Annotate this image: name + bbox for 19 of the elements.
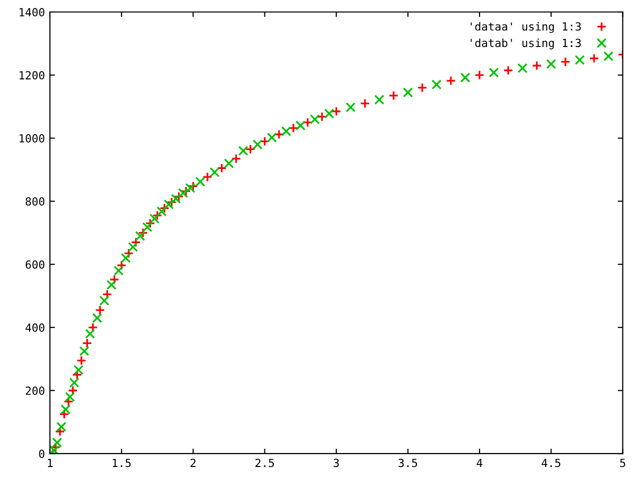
- x-tick-label: 4: [476, 458, 482, 467]
- legend-label: 'datab' using 1:3: [470, 38, 581, 50]
- x-tick-label: 4.5: [542, 458, 560, 468]
- y-tick-label: 600: [26, 260, 44, 269]
- y-tick-label: 1400: [20, 8, 44, 16]
- x-tick-label: 2.5: [256, 458, 274, 468]
- x-tick-label: 3.5: [398, 458, 418, 468]
- y-tick-label: 0: [39, 450, 44, 458]
- x-tick-label: 5: [620, 458, 626, 468]
- y-tick-label: 400: [26, 323, 44, 332]
- legend-label: 'dataa' using 1:3: [470, 22, 581, 33]
- y-tick-label: 1000: [20, 134, 44, 143]
- y-tick-label: 1200: [20, 71, 44, 80]
- x-tick-label: 2: [190, 458, 196, 467]
- y-tick-label: 200: [26, 386, 44, 395]
- x-tick-label: 1.5: [112, 458, 131, 468]
- x-tick-label: 1: [48, 458, 53, 467]
- x-tick-label: 3: [334, 458, 339, 468]
- y-tick-label: 800: [26, 197, 44, 206]
